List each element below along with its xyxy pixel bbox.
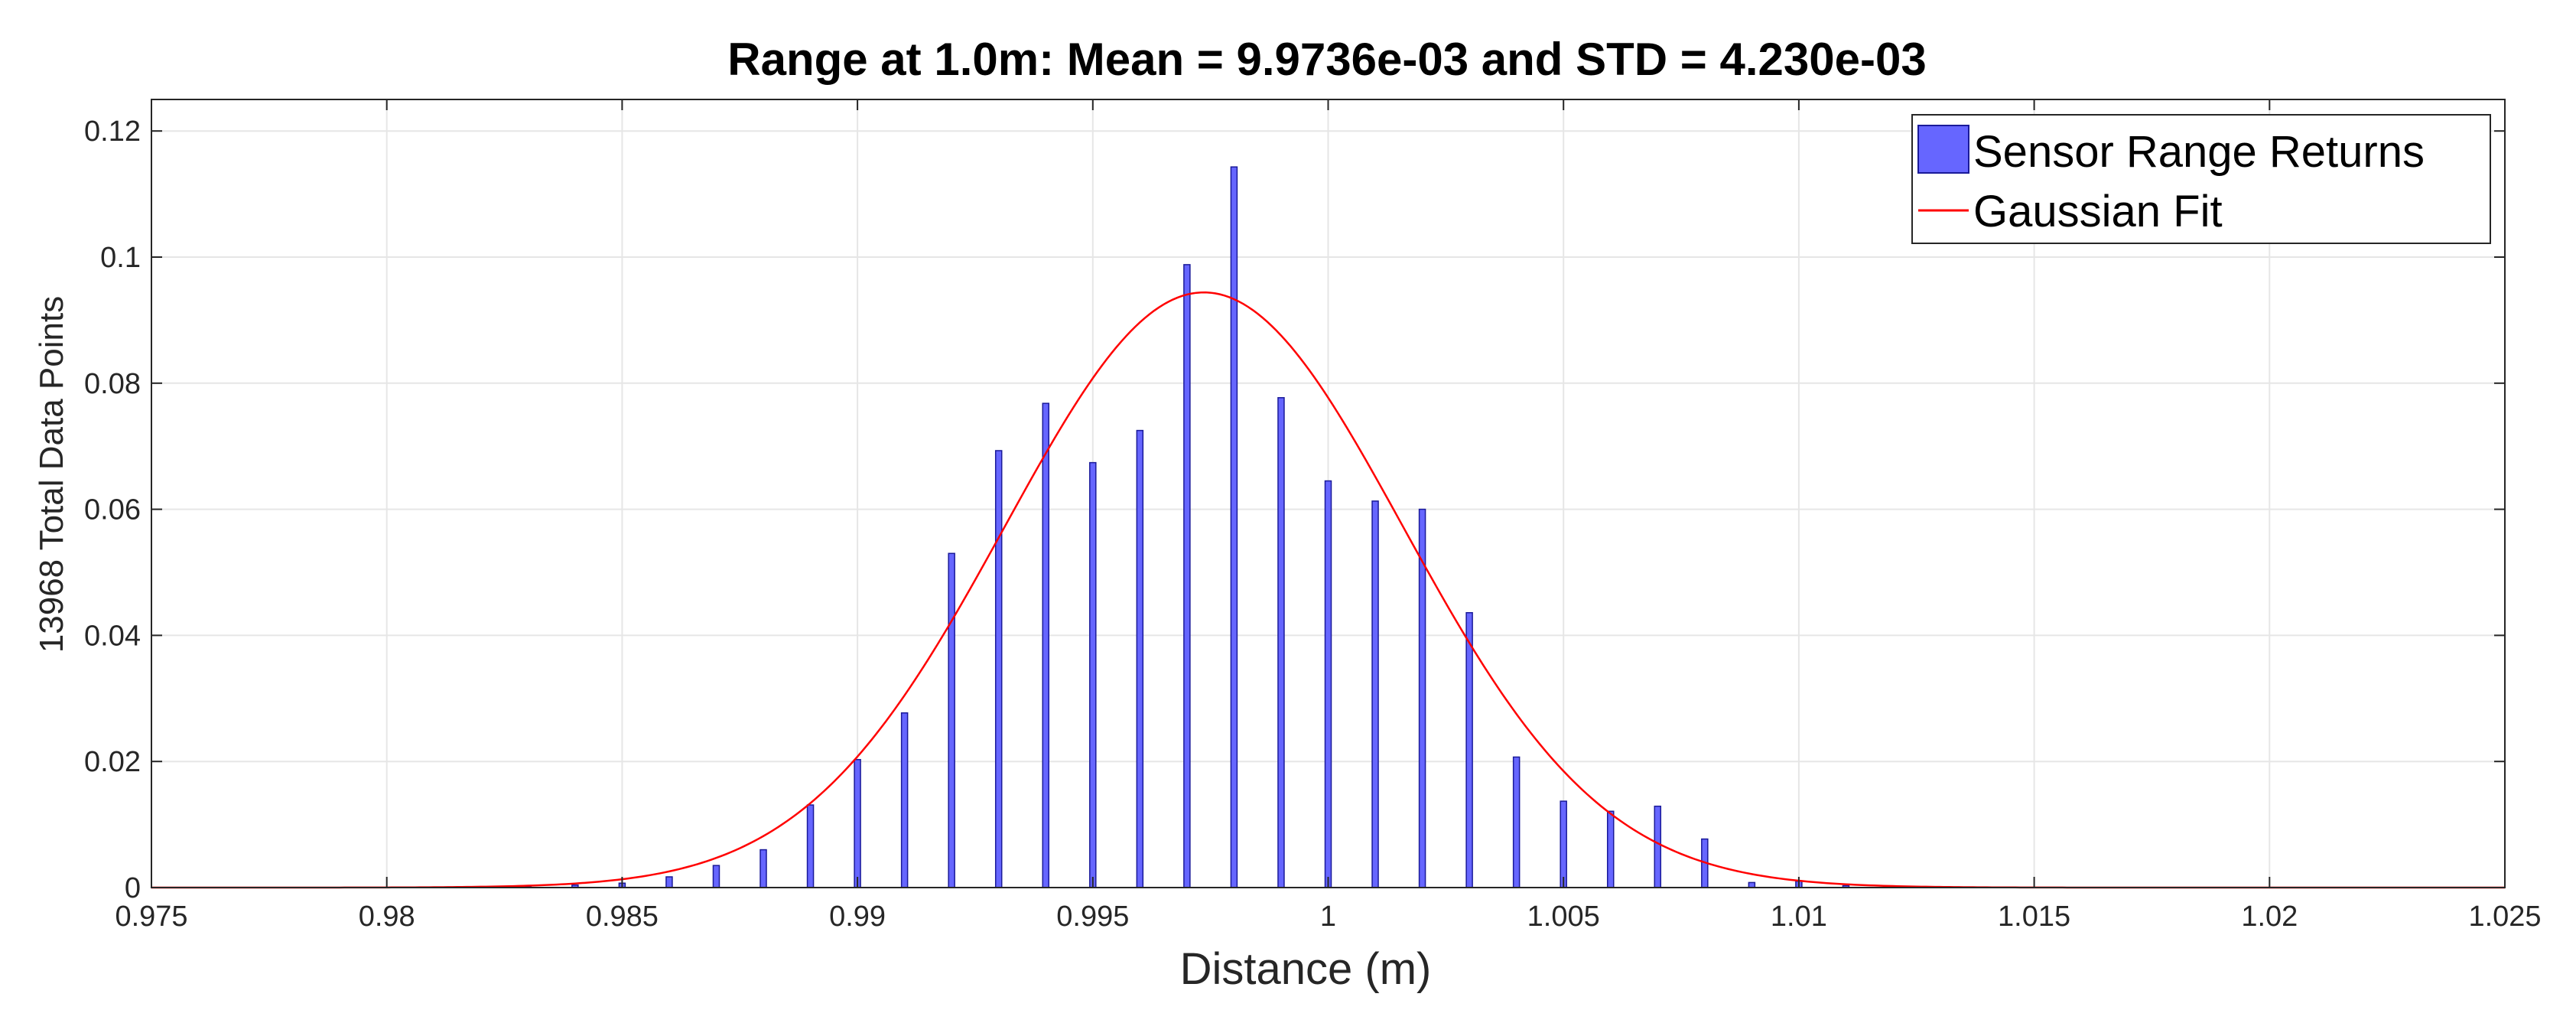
histogram-bar	[1560, 800, 1567, 888]
x-axis-label: Distance (m)	[1180, 944, 1432, 994]
histogram-bar	[994, 450, 1003, 888]
bar-series	[524, 166, 1850, 888]
histogram-bar	[806, 804, 815, 888]
histogram-bar	[1230, 166, 1238, 888]
legend-label-sensor-range-returns: Sensor Range Returns	[1973, 127, 2425, 177]
y-axis-ticks: 0 0.02 0.04 0.06 0.08 0.1 0.12	[84, 116, 2505, 904]
y-tick-label: 0.06	[84, 494, 141, 526]
histogram-bar	[948, 552, 955, 888]
x-axis-ticks: 0.975 0.98 0.985 0.99 0.995 1 1.005 1.01 1.015 1.…	[115, 99, 2542, 933]
y-tick-label: 0.12	[84, 116, 141, 148]
x-tick-label: 0.985	[586, 901, 659, 933]
y-axis-label: 13968 Total Data Points	[33, 296, 70, 653]
histogram-bar	[1371, 500, 1379, 888]
x-tick-label: 0.98	[359, 901, 415, 933]
histogram-bar	[1136, 429, 1144, 888]
histogram-bar	[854, 758, 861, 888]
legend: Sensor Range Returns Gaussian Fit	[1911, 114, 2491, 244]
histogram-bar	[1606, 810, 1615, 888]
histogram-bar	[1324, 480, 1332, 888]
x-tick-label: 1	[1320, 901, 1336, 933]
histogram-bar	[1089, 461, 1097, 888]
histogram-bar	[1042, 402, 1050, 888]
chart-title: Range at 1.0m: Mean = 9.9736e-03 and STD…	[727, 34, 1926, 85]
y-tick-label: 0.08	[84, 368, 141, 400]
legend-bar-swatch	[1917, 125, 1969, 174]
x-tick-label: 1.01	[1771, 901, 1827, 933]
x-tick-label: 0.99	[829, 901, 886, 933]
histogram-bar	[900, 712, 909, 888]
x-tick-label: 1.02	[2241, 901, 2298, 933]
histogram-bar	[665, 876, 673, 888]
histogram-bar	[759, 849, 767, 888]
y-tick-label: 0.04	[84, 620, 141, 652]
histogram-bar	[1512, 756, 1521, 888]
histogram-bar	[1465, 611, 1473, 888]
y-tick-label: 0.1	[100, 242, 141, 274]
legend-label-gaussian-fit: Gaussian Fit	[1973, 187, 2223, 236]
histogram-bar	[1654, 805, 1662, 888]
x-tick-label: 0.995	[1056, 901, 1129, 933]
histogram-bar	[1183, 264, 1191, 888]
x-tick-label: 1.025	[2468, 901, 2541, 933]
y-tick-label: 0	[125, 872, 141, 904]
x-tick-label: 1.015	[1998, 901, 2070, 933]
histogram-bar	[712, 865, 720, 888]
x-tick-label: 1.005	[1527, 901, 1600, 933]
histogram-bar	[1277, 397, 1285, 888]
legend-box	[1911, 114, 2491, 244]
x-tick-label: 0.975	[115, 901, 187, 933]
y-tick-label: 0.02	[84, 746, 141, 778]
